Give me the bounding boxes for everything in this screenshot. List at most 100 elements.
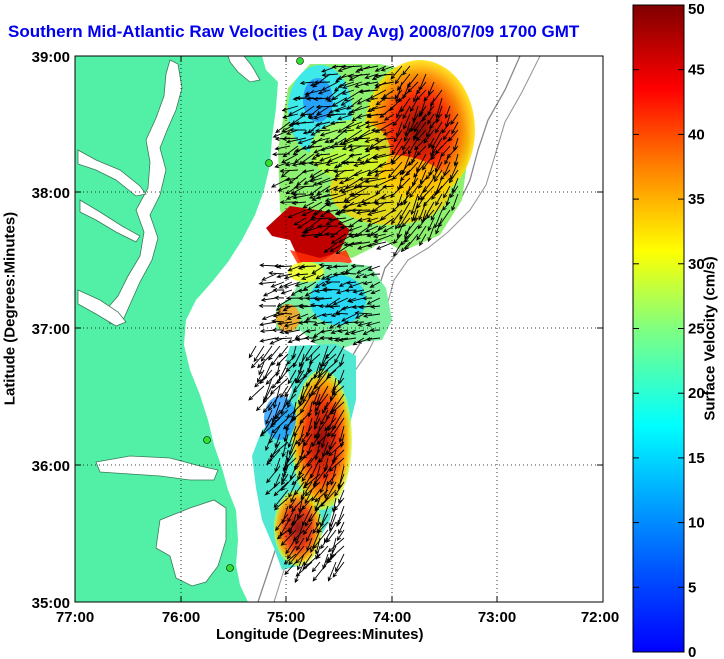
velocity-arrow	[332, 561, 345, 578]
velocity-arrow	[342, 81, 363, 90]
y-axis-ticks	[75, 55, 603, 603]
velocity-arrow	[358, 89, 379, 94]
velocity-arrow	[427, 225, 435, 243]
velocity-arrow	[369, 281, 381, 288]
velocity-arrow	[326, 112, 347, 117]
velocity-arrow	[392, 169, 403, 180]
velocity-arrow	[275, 121, 291, 134]
velocity-arrow	[348, 153, 363, 158]
velocity-arrow	[261, 273, 277, 281]
velocity-arrow	[296, 537, 305, 551]
velocity-arrow	[330, 329, 341, 334]
y-tick-label: 37:00	[32, 321, 70, 338]
velocity-arrow	[373, 177, 395, 188]
velocity-arrow	[305, 328, 317, 334]
velocity-arrow	[333, 161, 347, 169]
velocity-arrow	[374, 137, 395, 143]
velocity-arrow	[428, 137, 435, 149]
velocity-arrow	[269, 377, 289, 395]
velocity-arrow	[287, 521, 297, 533]
velocity-arrow	[355, 273, 365, 279]
velocity-arrow	[340, 97, 355, 106]
velocity-arrow	[291, 191, 307, 197]
velocity-arrow	[255, 393, 273, 412]
velocity-arrow	[357, 184, 379, 189]
velocity-arrow	[302, 473, 321, 489]
velocity-arrow	[367, 217, 387, 227]
velocity-arrow	[301, 273, 317, 281]
velocity-arrow	[319, 129, 339, 137]
velocity-arrow	[273, 497, 289, 511]
velocity-arrow	[393, 129, 403, 143]
velocity-arrow	[426, 209, 435, 219]
velocity-arrow	[312, 561, 329, 582]
velocity-arrow	[434, 121, 443, 134]
velocity-arrow	[410, 193, 419, 216]
x-axis-label: Longitude (Degrees:Minutes)	[216, 626, 424, 643]
velocity-arrow	[327, 561, 337, 582]
velocity-arrow	[283, 553, 297, 565]
velocity-arrow	[356, 337, 373, 344]
velocity-arrow	[329, 241, 347, 252]
velocity-arrow	[403, 113, 411, 130]
velocity-arrow	[416, 225, 427, 241]
velocity-arrow	[304, 513, 313, 527]
velocity-arrow	[319, 153, 339, 162]
velocity-arrow	[380, 65, 395, 72]
velocity-arrow	[400, 241, 411, 253]
velocity-arrow	[304, 489, 313, 505]
velocity-arrow	[325, 273, 341, 280]
velocity-arrow	[334, 481, 345, 497]
velocity-arrow	[256, 353, 273, 369]
grid-lines	[75, 56, 603, 602]
velocity-arrow	[313, 80, 331, 85]
velocity-arrow	[261, 313, 277, 321]
velocity-arrow	[285, 296, 301, 301]
velocity-arrow	[367, 265, 381, 272]
velocity-arrow	[313, 96, 331, 102]
velocity-arrow	[259, 337, 277, 343]
velocity-arrow	[301, 145, 323, 151]
velocity-arrow	[301, 425, 313, 444]
velocity-arrow	[282, 305, 293, 312]
velocity-arrow	[271, 319, 285, 324]
velocity-arrow	[288, 497, 297, 510]
velocity-arrow	[260, 297, 277, 302]
velocity-arrow	[325, 441, 337, 456]
velocity-arrow	[318, 303, 333, 309]
velocity-arrow	[324, 185, 339, 193]
velocity-arrow	[419, 169, 427, 185]
velocity-arrow	[340, 64, 363, 70]
y-axis-label: Latitude (Degrees:Minutes)	[1, 211, 19, 406]
velocity-arrow	[288, 545, 305, 566]
velocity-arrow	[312, 529, 329, 550]
velocity-arrow	[324, 231, 339, 237]
velocity-arrow	[334, 311, 349, 316]
velocity-arrow	[338, 281, 349, 287]
velocity-arrow	[324, 201, 347, 206]
colorbar-tick-label: 30	[688, 256, 705, 273]
velocity-arrow	[253, 345, 265, 363]
velocity-arrow	[279, 168, 299, 174]
velocity-arrow	[435, 193, 443, 207]
velocity-arrow	[308, 193, 323, 199]
velocity-arrow	[314, 281, 325, 289]
velocity-arrow	[341, 89, 355, 95]
velocity-arrow	[382, 225, 395, 233]
velocity-arrow	[401, 137, 411, 151]
velocity-arrow	[443, 185, 451, 199]
velocity-arrow	[348, 281, 365, 289]
velocity-arrow	[324, 137, 339, 144]
velocity-arrow	[348, 145, 363, 152]
velocity-arrow	[366, 233, 379, 238]
velocity-arrow	[265, 481, 281, 495]
velocity-arrow	[310, 216, 331, 222]
velocity-arrow	[364, 120, 379, 125]
velocity-arrow	[357, 241, 379, 250]
velocity-arrow	[365, 97, 379, 103]
velocity-arrow	[370, 304, 381, 309]
x-axis-ticks	[74, 56, 604, 602]
velocity-arrow	[369, 89, 387, 99]
velocity-arrow	[287, 369, 297, 385]
velocity-arrow	[449, 185, 459, 199]
